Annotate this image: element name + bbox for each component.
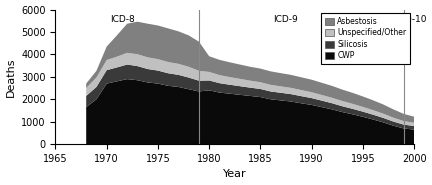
Text: ICD-10: ICD-10: [396, 15, 426, 24]
Y-axis label: Deaths: Deaths: [6, 57, 16, 97]
X-axis label: Year: Year: [223, 169, 247, 179]
Text: ICD-8: ICD-8: [110, 15, 134, 24]
Text: ICD-9: ICD-9: [273, 15, 299, 24]
Legend: Asbestosis, Unspecified/Other, Silicosis, CWP: Asbestosis, Unspecified/Other, Silicosis…: [321, 13, 410, 64]
